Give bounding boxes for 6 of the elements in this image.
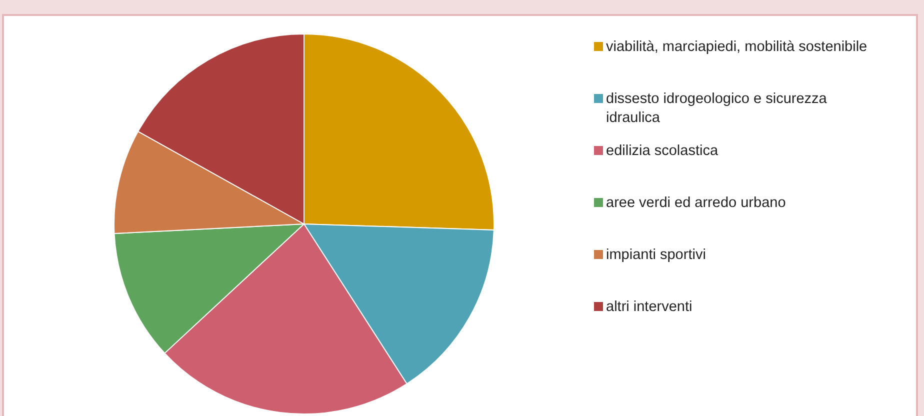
legend-label: viabilità, marciapiedi, mobilità sostenibile — [606, 38, 868, 57]
legend-label: edilizia scolastica — [606, 142, 718, 161]
legend-label: impianti sportivi — [606, 246, 706, 265]
legend-label: altri interventi — [606, 298, 692, 317]
legend-label: aree verdi ed arredo urbano — [606, 194, 786, 213]
legend-label: dissesto idrogeologico e sicurezza idraulica — [606, 90, 828, 128]
